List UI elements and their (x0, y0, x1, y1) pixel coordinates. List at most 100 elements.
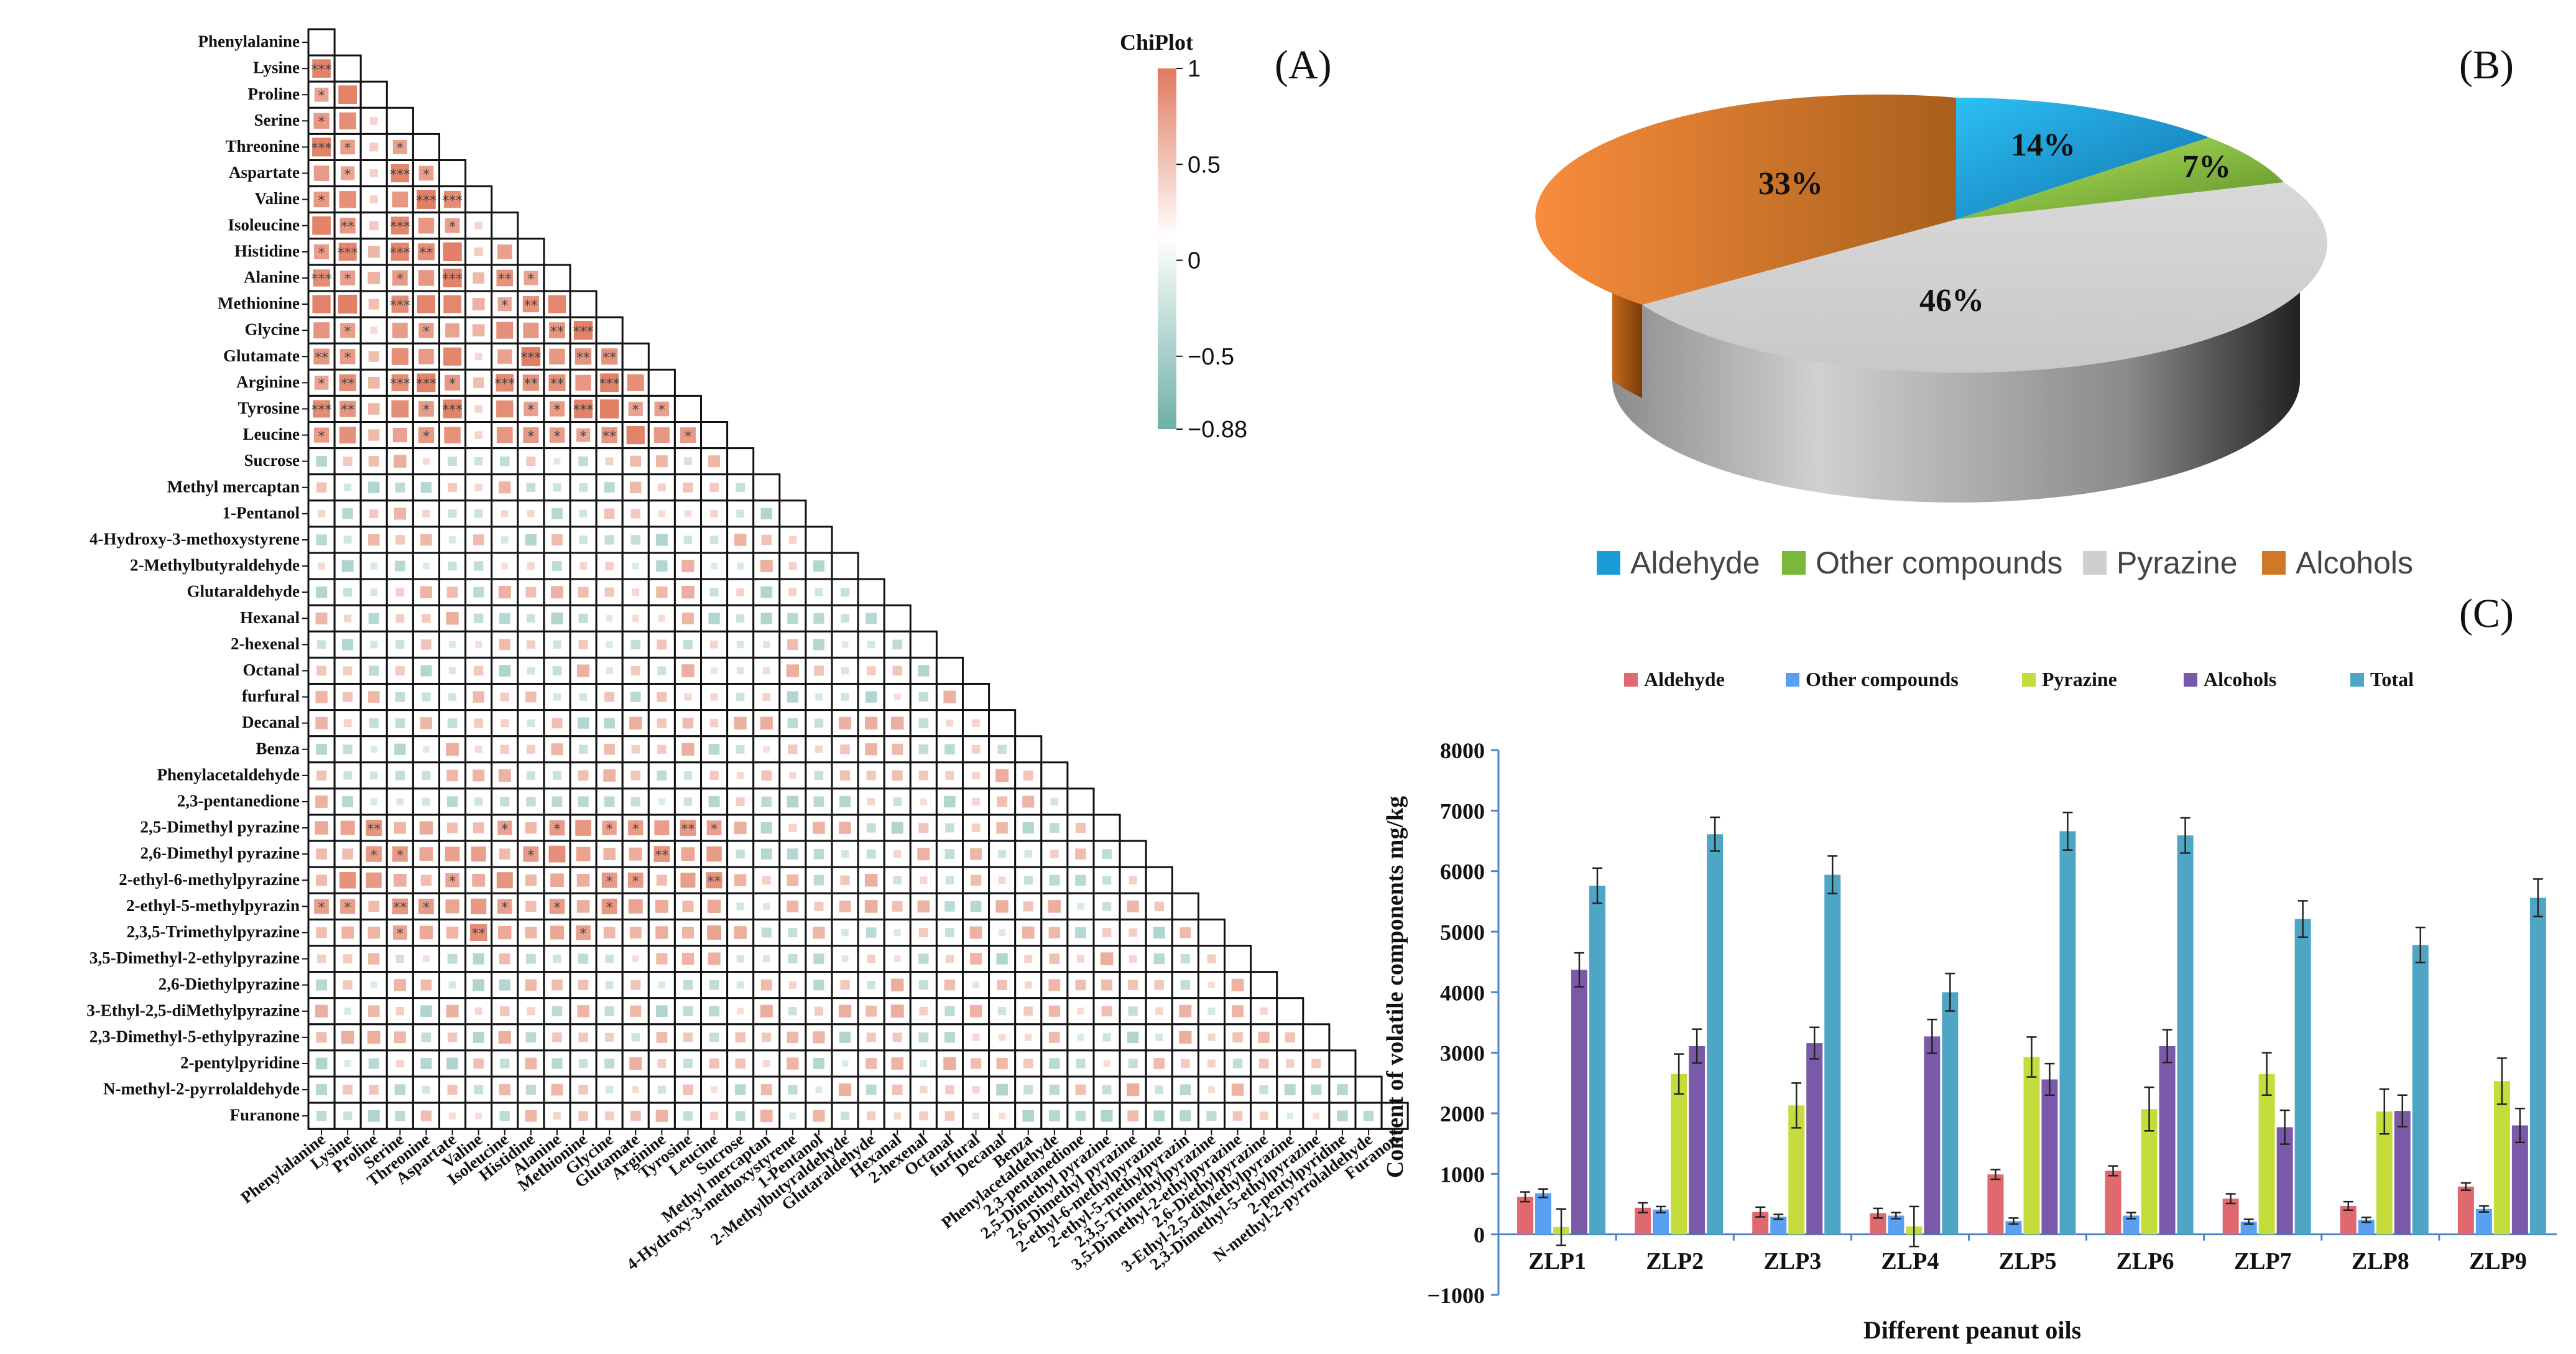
heatmap-cell (866, 1032, 876, 1042)
row-label: 2,3-pentanedione (177, 792, 300, 810)
heatmap-cell (760, 979, 772, 991)
heatmap-cell (629, 1057, 642, 1070)
heatmap-cell (813, 1031, 825, 1044)
heatmap-cell (813, 796, 824, 807)
heatmap-cell (681, 560, 695, 573)
significance-mark: * (318, 246, 325, 261)
heatmap-cell (683, 482, 693, 493)
row-label: 2-ethyl-5-methylpyrazin (126, 896, 300, 915)
heatmap-cell (474, 221, 482, 230)
heatmap-cell (864, 900, 878, 913)
bar-category-label: ZLP2 (1646, 1248, 1704, 1274)
heatmap-cell (813, 822, 825, 834)
heatmap-cell (813, 848, 824, 860)
heatmap-cell (1129, 955, 1137, 963)
heatmap-cell (1075, 848, 1086, 860)
heatmap-cell (681, 585, 695, 599)
heatmap-cell (1180, 927, 1191, 939)
heatmap-cell (604, 1111, 614, 1121)
heatmap-cell (708, 613, 720, 624)
heatmap-cell-frame (988, 997, 1017, 1026)
significance-mark: *** (390, 377, 410, 392)
heatmap-cell (448, 457, 457, 466)
heatmap-diagonal-cell (1092, 814, 1121, 842)
significance-mark: * (344, 167, 351, 183)
heatmap-cell (1022, 1110, 1035, 1122)
heatmap-cell (578, 613, 588, 623)
heatmap-cell (1129, 928, 1138, 937)
heatmap-cell (683, 1059, 693, 1069)
heatmap-cell-frame (1014, 840, 1043, 868)
heatmap-cell (789, 1112, 796, 1120)
row-label: Glutamate (223, 346, 300, 365)
heatmap-cell-frame (491, 526, 519, 554)
heatmap-cell-frame (909, 1049, 938, 1078)
heatmap-cell-frame (621, 945, 650, 973)
heatmap-cell (499, 1083, 510, 1096)
heatmap-cell (499, 979, 510, 991)
row-label: Tyrosine (238, 399, 300, 417)
heatmap-cell (708, 952, 721, 965)
heatmap-cell (736, 955, 744, 963)
heatmap-cell (709, 536, 719, 544)
heatmap-cell (944, 901, 955, 912)
significance-mark: ** (393, 901, 407, 916)
heatmap-cell (526, 797, 536, 807)
heatmap-cell (395, 1110, 405, 1121)
legend-label-aldehyde: Aldehyde (1644, 668, 1725, 690)
significance-mark: ** (602, 429, 616, 445)
row-label: N-methyl-2-pyrrolaldehyde (103, 1080, 300, 1098)
heatmap-cell (630, 797, 640, 807)
heatmap-cell-frame (1066, 1075, 1095, 1104)
row-label: 3-Ethyl-2,5-diMethylpyrazine (86, 1001, 300, 1019)
heatmap-cell (920, 798, 927, 805)
significance-mark: * (318, 89, 325, 104)
heatmap-cell (448, 536, 456, 544)
bar-alcohols (2511, 1125, 2528, 1235)
bar-y-tick-label: 8000 (1440, 738, 1485, 763)
significance-mark: * (344, 141, 351, 157)
heatmap-cell-frame (647, 814, 676, 842)
significance-mark: * (449, 874, 456, 890)
heatmap-cell (527, 719, 535, 727)
heatmap-cell (787, 639, 798, 651)
heatmap-cell (526, 744, 535, 754)
heatmap-cell (367, 534, 380, 546)
heatmap-cell (866, 691, 877, 703)
heatmap-cell (551, 743, 563, 756)
heatmap-cell (1024, 850, 1032, 858)
heatmap-cell (943, 690, 956, 703)
heatmap-cell (395, 588, 405, 597)
heatmap-cell (552, 1058, 563, 1069)
heatmap-cell (368, 429, 380, 441)
heatmap-cell (526, 483, 536, 493)
heatmap-diagonal-cell (412, 132, 441, 161)
heatmap-cell (417, 373, 436, 392)
heatmap-cell (318, 562, 325, 570)
heatmap-cell (417, 190, 436, 209)
heatmap-cell-frame (595, 499, 624, 528)
heatmap-cell (339, 218, 356, 234)
legend-swatch-alcohols (2184, 673, 2197, 687)
heatmap-cell-frame (1224, 1049, 1252, 1078)
heatmap-cell (654, 820, 670, 836)
significance-mark: ** (550, 324, 564, 340)
heatmap-cell (395, 535, 405, 545)
heatmap-cell (1022, 822, 1034, 834)
heatmap-cell (497, 899, 512, 914)
heatmap-cell (1101, 1110, 1113, 1122)
heatmap-cell (469, 924, 487, 942)
heatmap-cell (918, 692, 929, 702)
heatmap-cell (579, 536, 588, 544)
heatmap-cell (339, 374, 356, 391)
heatmap-cell (316, 927, 327, 939)
heatmap-cell (630, 666, 640, 675)
heatmap-cell (420, 586, 433, 598)
heatmap-cell (655, 1110, 668, 1122)
heatmap-cell (601, 872, 617, 888)
heatmap-cell-frame (726, 578, 755, 606)
heatmap-cell (630, 535, 640, 545)
heatmap-cell (447, 718, 458, 728)
heatmap-diagonal-cell (307, 28, 336, 57)
significance-mark: *** (390, 220, 410, 235)
